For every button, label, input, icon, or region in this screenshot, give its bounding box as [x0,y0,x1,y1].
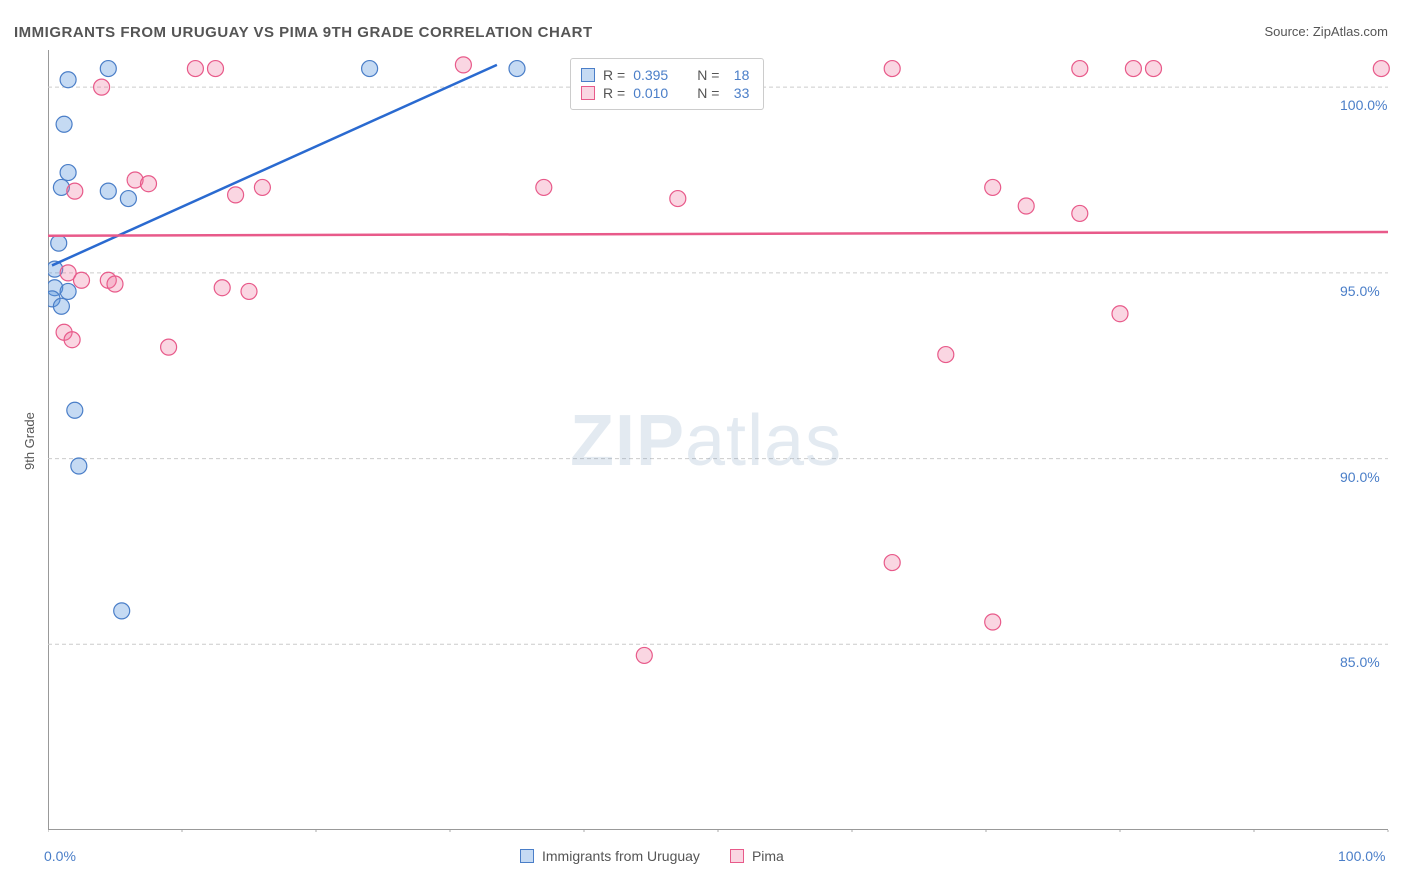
legend-n-value: 33 [727,85,749,101]
y-tick-label: 100.0% [1340,97,1387,113]
series-legend-label: Immigrants from Uruguay [542,848,700,864]
y-axis-label: 9th Grade [22,412,37,470]
legend-row: R = 0.395 N = 18 [581,67,749,83]
series-legend-item: Immigrants from Uruguay [520,848,700,864]
legend-r-value: 0.010 [633,85,679,101]
y-tick-label: 95.0% [1340,283,1380,299]
scatter-plot [48,50,1390,832]
legend-n-label: N = [697,67,719,83]
y-tick-label: 90.0% [1340,469,1380,485]
legend-r-label: R = [603,85,625,101]
legend-row: R = 0.010 N = 33 [581,85,749,101]
legend-swatch [581,68,595,82]
legend-swatch [520,849,534,863]
series-legend-label: Pima [752,848,784,864]
legend-n-value: 18 [727,67,749,83]
y-tick-label: 85.0% [1340,654,1380,670]
x-axis-min-label: 0.0% [44,848,76,864]
legend-swatch [581,86,595,100]
correlation-legend: R = 0.395 N = 18 R = 0.010 N = 33 [570,58,764,110]
x-axis-max-label: 100.0% [1338,848,1385,864]
series-legend: Immigrants from Uruguay Pima [520,848,784,864]
chart-title: IMMIGRANTS FROM URUGUAY VS PIMA 9TH GRAD… [14,24,593,41]
legend-n-label: N = [697,85,719,101]
source-label: Source: [1264,24,1312,39]
series-legend-item: Pima [730,848,784,864]
chart-source: Source: ZipAtlas.com [1264,24,1388,39]
legend-swatch [730,849,744,863]
legend-r-value: 0.395 [633,67,679,83]
source-value: ZipAtlas.com [1313,24,1388,39]
legend-r-label: R = [603,67,625,83]
